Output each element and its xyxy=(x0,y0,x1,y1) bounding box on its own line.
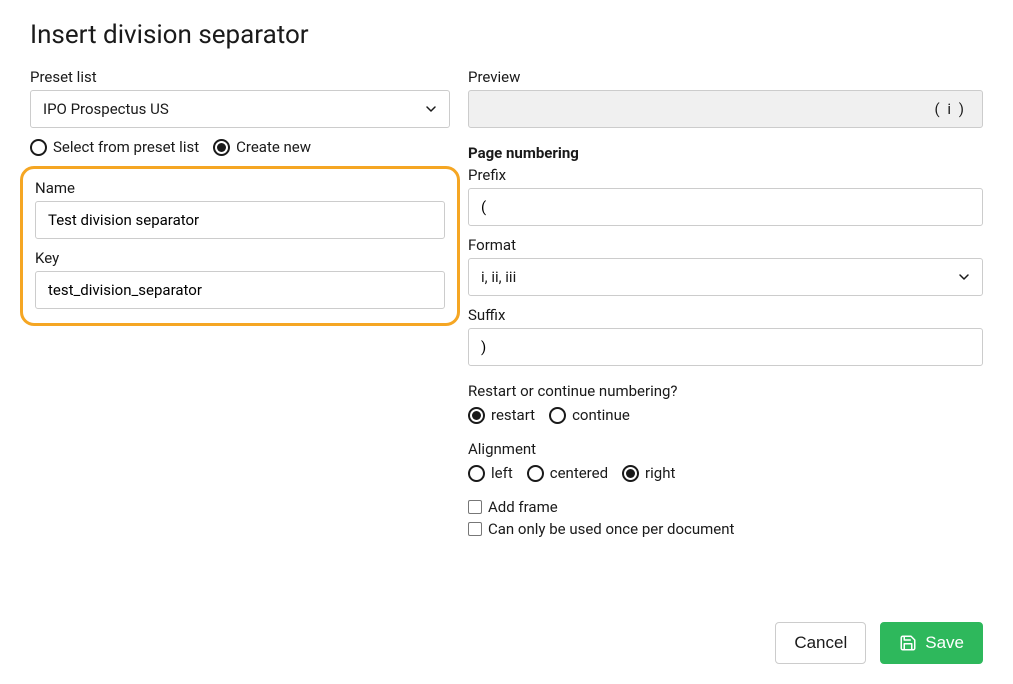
cancel-label: Cancel xyxy=(794,633,847,653)
preset-list-select[interactable]: IPO Prospectus US xyxy=(30,90,450,128)
name-input[interactable] xyxy=(35,201,445,239)
name-group: Name xyxy=(35,179,445,239)
radio-icon xyxy=(622,465,639,482)
mode-create-new-radio[interactable]: Create new xyxy=(213,138,311,156)
preset-list-group: Preset list IPO Prospectus US xyxy=(30,68,450,128)
name-label: Name xyxy=(35,179,445,197)
preview-box: ( i ) xyxy=(468,90,983,128)
radio-icon xyxy=(468,407,485,424)
page-numbering-heading: Page numbering xyxy=(468,144,983,162)
save-label: Save xyxy=(925,633,964,653)
radio-icon xyxy=(549,407,566,424)
dialog-columns: Preset list IPO Prospectus US Select fro… xyxy=(30,68,983,548)
insert-division-separator-dialog: Insert division separator Preset list IP… xyxy=(0,0,1013,684)
format-label: Format xyxy=(468,236,983,254)
key-label: Key xyxy=(35,249,445,267)
mode-select-from-list-radio[interactable]: Select from preset list xyxy=(30,138,199,156)
save-icon xyxy=(899,634,917,652)
format-select[interactable]: i, ii, iii xyxy=(468,258,983,296)
checkbox-icon xyxy=(468,500,482,514)
preview-label: Preview xyxy=(468,68,983,86)
left-column: Preset list IPO Prospectus US Select fro… xyxy=(30,68,450,548)
continue-option-label: continue xyxy=(572,406,630,424)
preset-list-value: IPO Prospectus US xyxy=(43,100,425,118)
suffix-input[interactable] xyxy=(468,328,983,366)
add-frame-checkbox[interactable]: Add frame xyxy=(468,498,558,516)
align-centered-radio[interactable]: centered xyxy=(527,464,608,482)
alignment-radio-group: left centered right xyxy=(468,464,983,482)
radio-icon xyxy=(213,139,230,156)
restart-label: Restart or continue numbering? xyxy=(468,382,983,400)
restart-option-label: restart xyxy=(491,406,535,424)
checkbox-icon xyxy=(468,522,482,536)
mode-radio-group: Select from preset list Create new xyxy=(30,138,450,156)
dialog-title: Insert division separator xyxy=(30,20,983,50)
add-frame-row: Add frame xyxy=(468,498,983,516)
preview-group: Preview ( i ) xyxy=(468,68,983,128)
format-value: i, ii, iii xyxy=(481,268,958,286)
preset-list-label: Preset list xyxy=(30,68,450,86)
continue-radio[interactable]: continue xyxy=(549,406,630,424)
once-per-doc-row: Can only be used once per document xyxy=(468,520,983,538)
radio-icon xyxy=(30,139,47,156)
mode-select-label: Select from preset list xyxy=(53,138,199,156)
key-input[interactable] xyxy=(35,271,445,309)
suffix-group: Suffix xyxy=(468,306,983,366)
chevron-down-icon xyxy=(958,271,970,283)
prefix-group: Prefix xyxy=(468,166,983,226)
align-left-label: left xyxy=(491,464,513,482)
cancel-button[interactable]: Cancel xyxy=(775,622,866,664)
save-button[interactable]: Save xyxy=(880,622,983,664)
right-column: Preview ( i ) Page numbering Prefix Form… xyxy=(468,68,983,548)
preview-value: ( i ) xyxy=(935,100,966,118)
restart-radio[interactable]: restart xyxy=(468,406,535,424)
align-right-label: right xyxy=(645,464,675,482)
radio-icon xyxy=(527,465,544,482)
chevron-down-icon xyxy=(425,103,437,115)
radio-icon xyxy=(468,465,485,482)
prefix-input[interactable] xyxy=(468,188,983,226)
key-group: Key xyxy=(35,249,445,309)
alignment-label: Alignment xyxy=(468,440,983,458)
dialog-footer: Cancel Save xyxy=(775,622,983,664)
once-per-doc-checkbox[interactable]: Can only be used once per document xyxy=(468,520,734,538)
add-frame-label: Add frame xyxy=(488,498,558,516)
mode-create-label: Create new xyxy=(236,138,311,156)
name-key-highlight: Name Key xyxy=(20,166,460,326)
prefix-label: Prefix xyxy=(468,166,983,184)
align-left-radio[interactable]: left xyxy=(468,464,513,482)
format-group: Format i, ii, iii xyxy=(468,236,983,296)
restart-radio-group: restart continue xyxy=(468,406,983,424)
align-centered-label: centered xyxy=(550,464,608,482)
align-right-radio[interactable]: right xyxy=(622,464,675,482)
once-per-doc-label: Can only be used once per document xyxy=(488,520,734,538)
suffix-label: Suffix xyxy=(468,306,983,324)
